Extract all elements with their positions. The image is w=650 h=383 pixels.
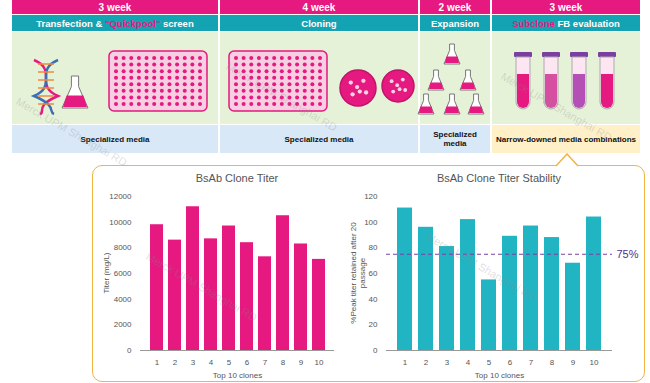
html-text:Merck UPM Shanghai RD: Merck UPM Shanghai RD [224, 60, 340, 134]
svg-text:0: 0 [127, 346, 132, 355]
svg-text:8: 8 [550, 358, 555, 367]
svg-text:8: 8 [281, 358, 286, 367]
html-text:Specialized media: Specialized media [433, 130, 477, 148]
svg-text:2: 2 [424, 358, 429, 367]
svg-text:Top 10 clones: Top 10 clones [475, 371, 524, 380]
svg-text:0: 0 [373, 346, 378, 355]
svg-text:5: 5 [227, 358, 232, 367]
html-text:Merck UPM Shanghai RD: Merck UPM Shanghai RD [14, 95, 130, 169]
svg-text:8000: 8000 [114, 243, 132, 252]
svg-text:6: 6 [508, 358, 513, 367]
html-text:Narrow-downed media combinatio: Narrow-downed media combinations [496, 134, 636, 144]
html-text:Subclone FB evaluation: Subclone FB evaluation [512, 17, 620, 29]
svg-text:10: 10 [590, 358, 599, 367]
svg-text:3: 3 [191, 358, 196, 367]
html-text:BsAb Clone Titer Stability: BsAb Clone Titer Stability [436, 172, 562, 184]
svg-text:120: 120 [364, 192, 378, 201]
html-text:Titer (mg/L): Titer (mg/L) [101, 252, 111, 294]
svg-text:2000: 2000 [114, 320, 132, 329]
html-text:Merck UPM Shanghai RD: Merck UPM Shanghai RD [144, 250, 260, 324]
svg-text:2: 2 [173, 358, 178, 367]
html-text:Merck UPM Shanghai RD: Merck UPM Shanghai RD [499, 70, 615, 144]
html-text:4 week: 4 week [302, 1, 336, 13]
svg-text:10000: 10000 [109, 218, 132, 227]
svg-text:3: 3 [445, 358, 450, 367]
html-text:Merck UPM Shanghai RD: Merck UPM Shanghai RD [424, 230, 540, 304]
svg-text:75%: 75% [617, 248, 639, 260]
svg-text:40: 40 [369, 295, 378, 304]
html-text:Specialized media: Specialized media [80, 134, 150, 144]
html-text:%Peak titer retained after 20: %Peak titer retained after 20 passage [349, 222, 367, 324]
svg-text:7: 7 [263, 358, 268, 367]
svg-text:80: 80 [369, 243, 378, 252]
svg-text:4: 4 [466, 358, 471, 367]
svg-text:1: 1 [155, 358, 160, 367]
svg-text:9: 9 [571, 358, 576, 367]
svg-text:20: 20 [369, 320, 378, 329]
svg-text:4000: 4000 [114, 295, 132, 304]
svg-text:6: 6 [245, 358, 250, 367]
html-text:2 week: 2 week [438, 1, 472, 13]
html-text:Cloning: Cloning [301, 17, 337, 29]
svg-text:60: 60 [369, 269, 378, 278]
svg-text:100: 100 [364, 218, 378, 227]
svg-text:6000: 6000 [114, 269, 132, 278]
svg-text:4: 4 [209, 358, 214, 367]
html-text:Specialized media: Specialized media [284, 134, 354, 144]
svg-text:9: 9 [299, 358, 304, 367]
svg-text:10: 10 [315, 358, 324, 367]
html-text:Expansion: Expansion [431, 17, 479, 29]
svg-text:12000: 12000 [109, 192, 132, 201]
html-text:3 week: 3 week [549, 1, 583, 13]
svg-text:Top 10 clones: Top 10 clones [213, 371, 262, 380]
html-text:BsAb Clone Titer: BsAb Clone Titer [195, 172, 279, 184]
svg-text:1: 1 [403, 358, 408, 367]
html-text:3 week: 3 week [98, 1, 132, 13]
svg-text:5: 5 [487, 358, 492, 367]
svg-text:7: 7 [529, 358, 534, 367]
html-text:Transfection & "Quickpool" scr: Transfection & "Quickpool" screen [36, 17, 194, 29]
